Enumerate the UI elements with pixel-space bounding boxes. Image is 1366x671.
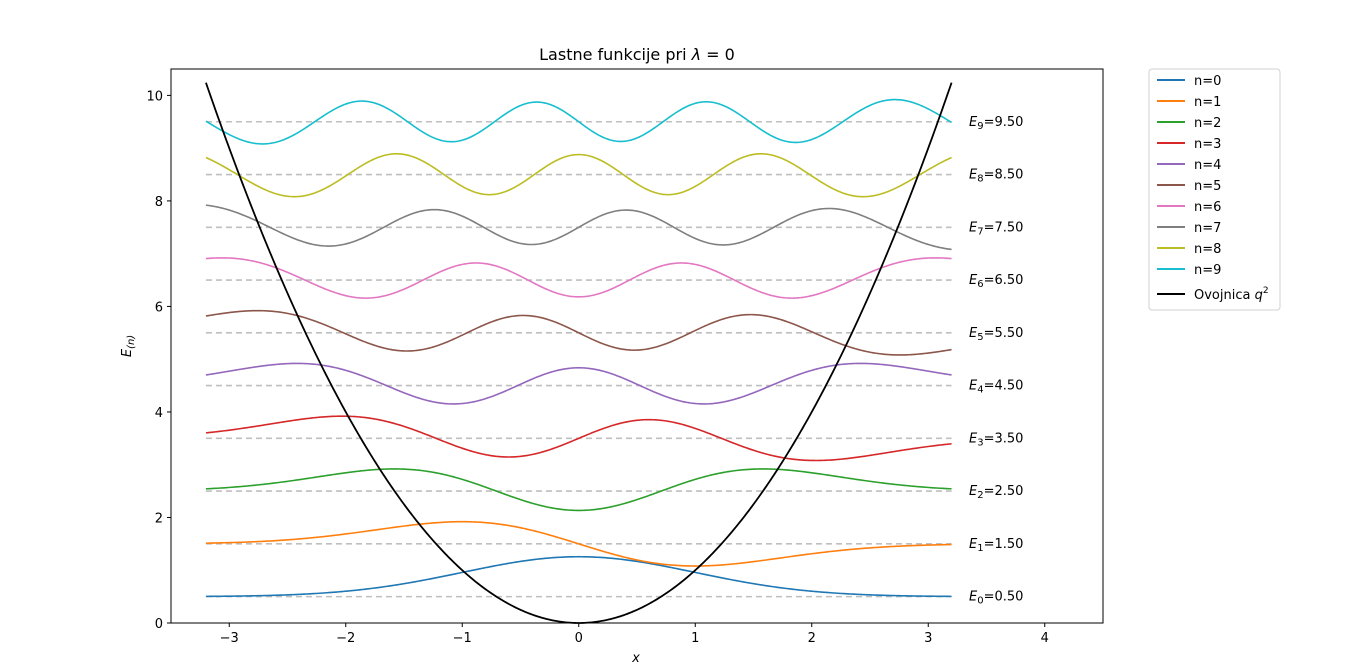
energy-label: E8=8.50 [969,168,1023,185]
y-tick-label: 0 [155,617,163,632]
legend-label: n=0 [1194,74,1221,89]
series-line-n-4 [205,362,952,405]
series-line-n-0 [205,555,952,598]
series-line-n-9 [205,98,952,145]
x-tick-label: 0 [575,631,583,646]
series-line-n-6 [205,257,952,299]
y-tick-label: 2 [155,511,163,526]
energy-label: E6=6.50 [969,273,1023,290]
y-tick-label: 4 [155,406,163,421]
legend-label: n=7 [1194,221,1221,236]
x-axis-label: x [631,651,640,666]
series-line-n-8 [205,152,952,198]
energy-label: E7=7.50 [969,220,1023,237]
legend-label: n=4 [1194,158,1221,173]
legend-label: n=3 [1194,137,1221,152]
axes-frame [170,68,1104,624]
envelope-line [205,82,953,624]
series-line-n-7 [205,204,952,251]
y-tick-label: 10 [146,89,163,104]
y-axis-label-sub: (n) [126,335,137,349]
legend-label: n=1 [1194,95,1221,110]
legend-label: n=8 [1194,242,1221,257]
x-tick-label: 1 [691,631,699,646]
legend-label: n=2 [1194,116,1221,131]
chart-title-text: Lastne funkcije pri [539,45,691,64]
x-tick-label: −2 [336,631,355,646]
energy-label: E4=4.50 [969,379,1023,396]
x-tick-label: 4 [1041,631,1049,646]
plot-area: −3 −2 −1 0 1 2 3 4 0 2 4 6 8 10 E0=0.50 E1=1.50 E2=2.50 E… [146,68,1104,646]
chart-title: Lastne funkcije pri λ = 0 [539,45,735,64]
y-axis-label-main: E [120,348,135,357]
y-tick-label: 8 [155,195,163,210]
y-tick-label: 6 [155,300,163,315]
legend-label: n=5 [1194,179,1221,194]
series-line-n-5 [205,309,952,356]
y-axis-label: E(n) [120,335,137,357]
energy-label: E9=9.50 [969,115,1023,132]
x-tick-label: −1 [453,631,472,646]
series-line-n-2 [205,468,952,512]
legend-label-envelope: Ovojnica q2 [1194,286,1269,303]
legend: n=0 n=1 n=2 n=3 n=4 n=5 n=6 n=7 n=8 n=9 Ovojnica q… [1148,68,1281,311]
chart-title-symbol: λ [691,45,701,64]
x-tick-label: 2 [808,631,816,646]
series-line-n-3 [205,415,952,462]
energy-label: E5=5.50 [969,326,1023,343]
legend-box [1148,68,1281,311]
x-tick-label: 3 [924,631,932,646]
x-tick-label: −3 [220,631,239,646]
energy-label: E0=0.50 [969,590,1023,607]
legend-label: n=9 [1194,263,1221,278]
legend-label: n=6 [1194,200,1221,215]
series-line-n-1 [205,520,952,567]
energy-label: E2=2.50 [969,484,1023,501]
energy-label: E3=3.50 [969,431,1023,448]
chart-title-rest: = 0 [701,45,735,64]
energy-label: E1=1.50 [969,537,1023,554]
